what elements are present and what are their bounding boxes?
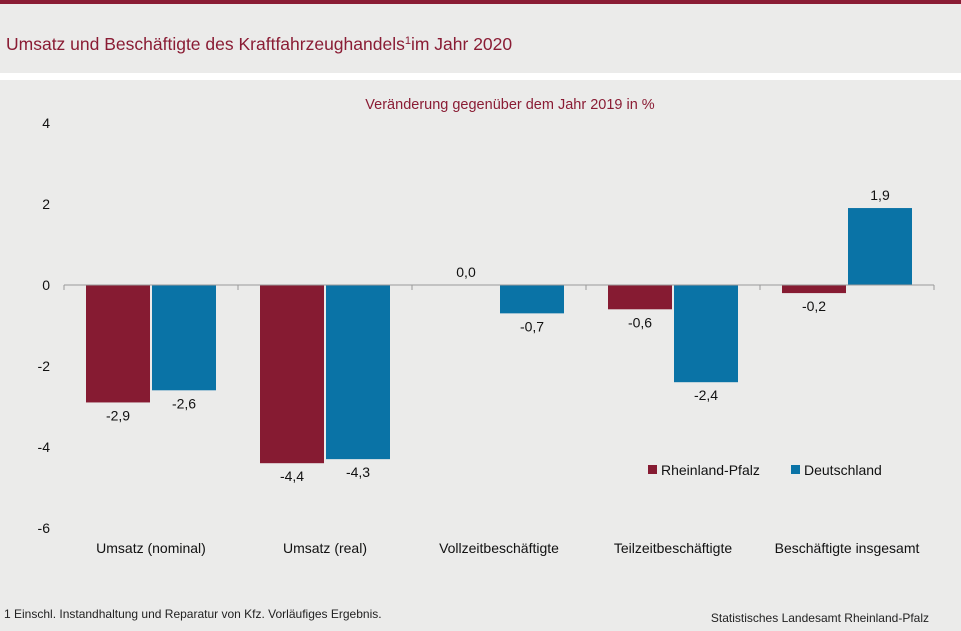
legend-label: Deutschland	[804, 462, 882, 478]
y-tick-label: 4	[42, 115, 50, 131]
bar-deutschland	[848, 208, 912, 285]
y-tick-label: -6	[38, 520, 51, 536]
data-label: -0,2	[802, 298, 826, 314]
chart-subtitle: Veränderung gegenüber dem Jahr 2019 in %	[365, 97, 655, 113]
data-label: -0,7	[520, 318, 544, 334]
y-tick-label: -4	[38, 439, 51, 455]
bar-deutschland	[152, 285, 216, 391]
data-label: -0,6	[628, 314, 652, 330]
bar-deutschland	[326, 285, 390, 460]
bar-deutschland	[674, 285, 738, 383]
y-tick-label: -2	[38, 358, 51, 374]
y-tick-label: 0	[42, 277, 50, 293]
bar-rheinland-pfalz	[608, 285, 672, 310]
x-category-label: Vollzeitbeschäftigte	[439, 540, 559, 556]
x-category-label: Umsatz (nominal)	[96, 540, 206, 556]
bar-rheinland-pfalz	[782, 285, 846, 294]
legend-swatch	[648, 465, 657, 474]
bar-deutschland	[500, 285, 564, 314]
x-category-label: Umsatz (real)	[283, 540, 367, 556]
footnote-marker: 1	[404, 35, 411, 47]
data-label: -4,4	[280, 468, 304, 484]
data-label: 0,0	[456, 264, 476, 280]
title-area: Umsatz und Beschäftigte des Kraftfahrzeu…	[0, 4, 961, 72]
source-credit: Statistisches Landesamt Rheinland-Pfalz	[710, 611, 929, 625]
data-label: -2,9	[106, 407, 130, 423]
bar-rheinland-pfalz	[260, 285, 324, 464]
bar-rheinland-pfalz	[86, 285, 150, 403]
legend-label: Rheinland-Pfalz	[661, 462, 760, 478]
x-category-label: Beschäftigte insgesamt	[775, 540, 920, 556]
data-label: -4,3	[346, 464, 370, 480]
y-tick-label: 2	[42, 196, 50, 212]
footnote: 1 Einschl. Instandhaltung und Reparatur …	[4, 607, 382, 621]
data-label: -2,4	[694, 387, 718, 403]
x-category-label: Teilzeitbeschäftigte	[614, 540, 733, 556]
data-label: -2,6	[172, 395, 196, 411]
data-label: 1,9	[870, 187, 890, 203]
separator	[0, 73, 961, 80]
top-accent-bar	[0, 0, 961, 4]
legend-swatch	[791, 465, 800, 474]
chart-title: Umsatz und Beschäftigte des Kraftfahrzeu…	[6, 34, 513, 54]
